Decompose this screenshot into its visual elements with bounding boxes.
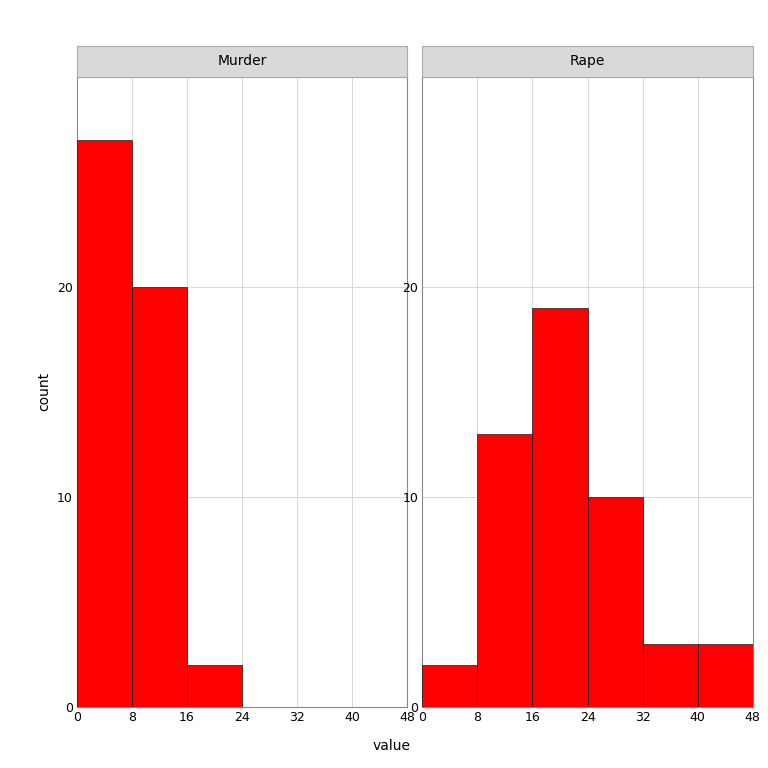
- Bar: [422, 664, 478, 707]
- Bar: [697, 644, 753, 707]
- Text: value: value: [372, 739, 411, 753]
- Text: Murder: Murder: [217, 55, 266, 68]
- Bar: [643, 644, 697, 707]
- Bar: [132, 286, 187, 707]
- Bar: [187, 664, 242, 707]
- Bar: [478, 434, 532, 707]
- Y-axis label: count: count: [37, 372, 51, 411]
- Bar: [532, 308, 588, 707]
- Text: Rape: Rape: [570, 55, 605, 68]
- Bar: [588, 497, 643, 707]
- Bar: [77, 140, 132, 707]
